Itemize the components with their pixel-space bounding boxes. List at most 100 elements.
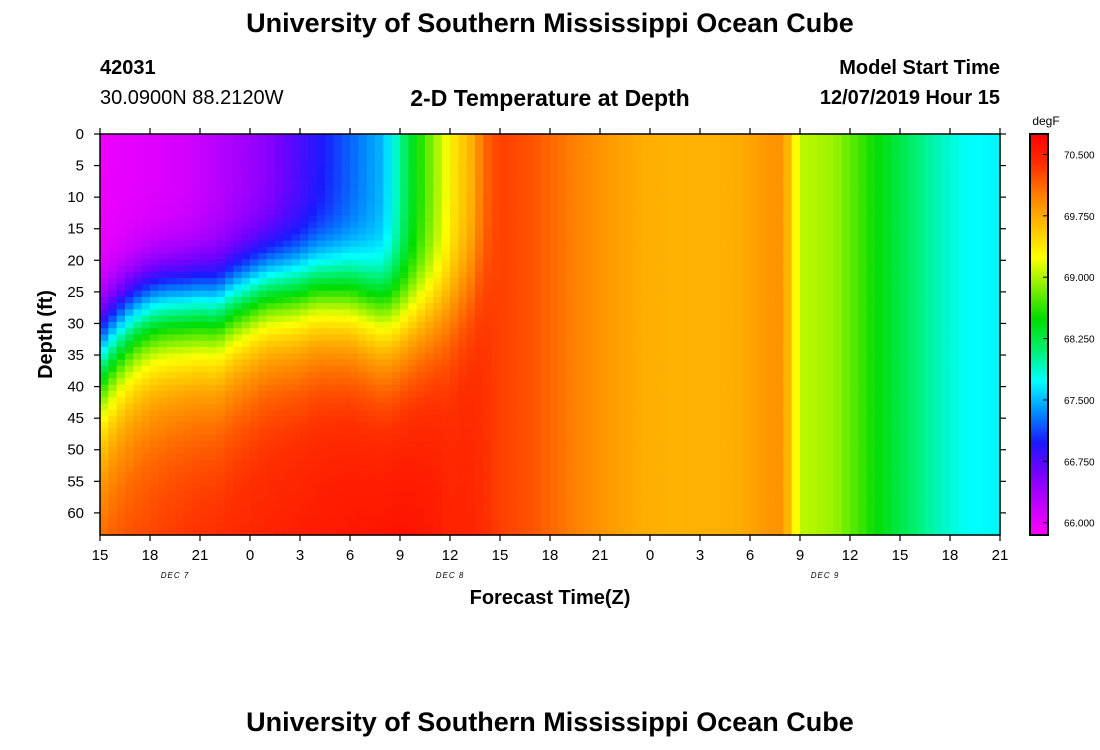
heatmap-cell (533, 497, 543, 505)
heatmap-cell (716, 315, 726, 323)
heatmap-cell (108, 422, 118, 430)
heatmap-cell (208, 516, 218, 524)
heatmap-cell (375, 253, 384, 260)
heatmap-cell (408, 315, 418, 323)
heatmap-cell (183, 453, 193, 461)
heatmap-cell (333, 284, 343, 292)
heatmap-cell (616, 415, 626, 423)
heatmap-cell (683, 378, 693, 386)
heatmap-cell (466, 152, 476, 160)
heatmap-cell (408, 441, 418, 448)
heatmap-cell (358, 491, 368, 499)
heatmap-cell (741, 171, 751, 179)
heatmap-cell (316, 403, 326, 411)
heatmap-cell (208, 334, 218, 342)
heatmap-cell (100, 415, 109, 423)
heatmap-cell (525, 177, 534, 185)
heatmap-cell (425, 209, 434, 217)
heatmap-cell (300, 202, 309, 210)
heatmap-cell (566, 278, 576, 285)
heatmap-cell (375, 177, 384, 185)
heatmap-cell (508, 484, 518, 492)
heatmap-cell (525, 522, 534, 530)
heatmap-cell (666, 340, 676, 348)
heatmap-cell (383, 140, 393, 148)
heatmap-cell (183, 296, 193, 304)
heatmap-cell (350, 146, 359, 154)
heatmap-cell (191, 184, 201, 191)
heatmap-cell (466, 284, 476, 292)
heatmap-cell (341, 177, 351, 185)
heatmap-cell (733, 303, 743, 311)
heatmap-cell (216, 177, 226, 185)
heatmap-cell (516, 441, 526, 448)
heatmap-cell (316, 284, 326, 292)
heatmap-cell (691, 353, 701, 361)
heatmap-cell (458, 384, 468, 392)
heatmap-cell (733, 409, 743, 417)
heatmap-cell (241, 209, 251, 217)
heatmap-cell (375, 152, 384, 160)
heatmap-cell (308, 415, 318, 423)
heatmap-cell (150, 290, 159, 298)
heatmap-cell (400, 240, 409, 248)
heatmap-cell (466, 134, 476, 141)
heatmap-cell (541, 296, 551, 304)
heatmap-cell (316, 240, 326, 248)
heatmap-cell (725, 353, 734, 361)
heatmap-cell (375, 259, 384, 267)
heatmap-cell (658, 234, 668, 242)
heatmap-cell (166, 134, 176, 141)
heatmap-cell (191, 177, 201, 185)
heatmap-cell (358, 165, 368, 173)
heatmap-cell (658, 528, 668, 536)
heatmap-cell (375, 340, 384, 348)
heatmap-cell (408, 409, 418, 417)
heatmap-cell (716, 278, 726, 285)
heatmap-cell (241, 441, 251, 448)
heatmap-cell (150, 184, 159, 191)
heatmap-cell (541, 134, 551, 141)
heatmap-cell (675, 434, 684, 442)
heatmap-cell (633, 134, 643, 141)
heatmap-cell (483, 146, 493, 154)
heatmap-cell (525, 152, 534, 160)
heatmap-cell (475, 403, 484, 411)
heatmap-cell (508, 278, 518, 285)
heatmap-cell (116, 321, 126, 329)
heatmap-cell (233, 165, 243, 173)
heatmap-cell (491, 422, 501, 430)
heatmap-cell (700, 171, 709, 179)
heatmap-cell (416, 403, 426, 411)
heatmap-cell (666, 259, 676, 267)
heatmap-cell (700, 140, 709, 148)
heatmap-cell (225, 196, 234, 204)
heatmap-cell (183, 334, 193, 342)
heatmap-cell (441, 447, 451, 455)
heatmap-cell (558, 503, 568, 511)
heatmap-cell (550, 315, 559, 323)
heatmap-cell (341, 491, 351, 499)
heatmap-cell (166, 265, 176, 273)
heatmap-cell (416, 347, 426, 354)
heatmap-cell (425, 528, 434, 536)
heatmap-cell (366, 234, 376, 242)
heatmap-cell (741, 453, 751, 461)
heatmap-cell (350, 434, 359, 442)
heatmap-cell (458, 415, 468, 423)
heatmap-cell (125, 234, 134, 242)
heatmap-cell (525, 409, 534, 417)
heatmap-cell (200, 415, 209, 423)
heatmap-cell (416, 428, 426, 436)
heatmap-cell (158, 246, 168, 254)
heatmap-cell (208, 321, 218, 329)
heatmap-cell (125, 315, 134, 323)
heatmap-cell (458, 165, 468, 173)
heatmap-cell (341, 415, 351, 423)
heatmap-cell (675, 503, 684, 511)
heatmap-cell (733, 278, 743, 285)
heatmap-cell (658, 378, 668, 386)
heatmap-cell (358, 190, 368, 198)
heatmap-cell (150, 215, 159, 223)
heatmap-cell (233, 390, 243, 398)
